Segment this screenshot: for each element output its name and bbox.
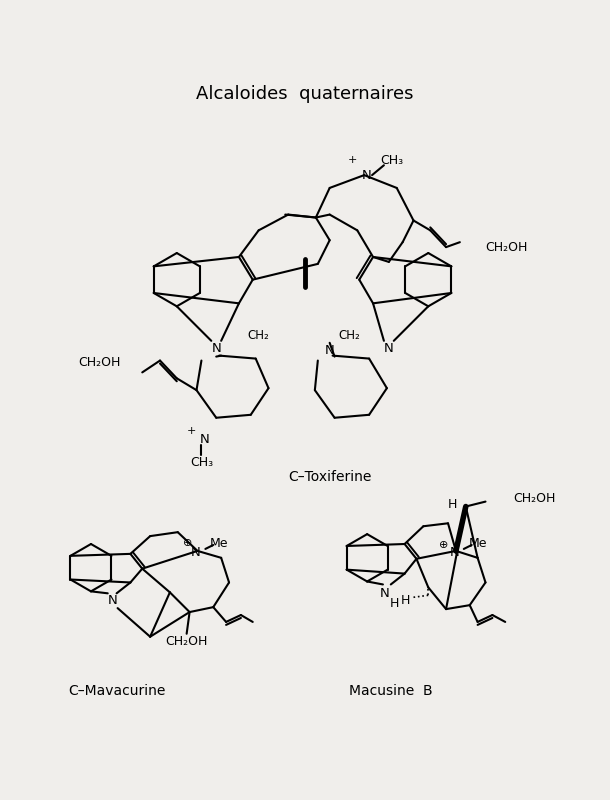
Text: ⊕: ⊕ <box>183 538 192 548</box>
Text: Macusine  B: Macusine B <box>350 684 433 698</box>
Text: C–Mavacurine: C–Mavacurine <box>68 684 166 698</box>
Text: N: N <box>384 342 393 355</box>
Text: N: N <box>361 169 371 182</box>
Text: N: N <box>199 433 209 446</box>
Text: N: N <box>450 546 460 559</box>
Text: C–Toxiferine: C–Toxiferine <box>288 470 371 484</box>
Text: Me: Me <box>210 537 228 550</box>
Text: CH₂OH: CH₂OH <box>486 241 528 254</box>
Text: CH₂: CH₂ <box>248 330 270 342</box>
Text: H: H <box>401 594 411 606</box>
Text: N: N <box>191 546 201 559</box>
Text: CH₂OH: CH₂OH <box>165 635 208 648</box>
Text: N: N <box>108 594 118 606</box>
Text: +: + <box>348 155 357 166</box>
Text: +: + <box>187 426 196 435</box>
Text: CH₂OH: CH₂OH <box>78 356 121 369</box>
Text: CH₂: CH₂ <box>339 330 361 342</box>
Text: N: N <box>325 344 334 357</box>
Text: ⊕: ⊕ <box>439 540 449 550</box>
Text: Alcaloides  quaternaires: Alcaloides quaternaires <box>196 86 414 103</box>
Text: H: H <box>447 498 457 511</box>
Text: CH₃: CH₃ <box>380 154 403 167</box>
Text: CH₃: CH₃ <box>190 456 213 469</box>
Text: CH₂OH: CH₂OH <box>513 492 556 505</box>
Text: N: N <box>380 587 390 600</box>
Text: Me: Me <box>468 537 487 550</box>
Text: N: N <box>211 342 221 355</box>
Text: H: H <box>390 597 400 610</box>
